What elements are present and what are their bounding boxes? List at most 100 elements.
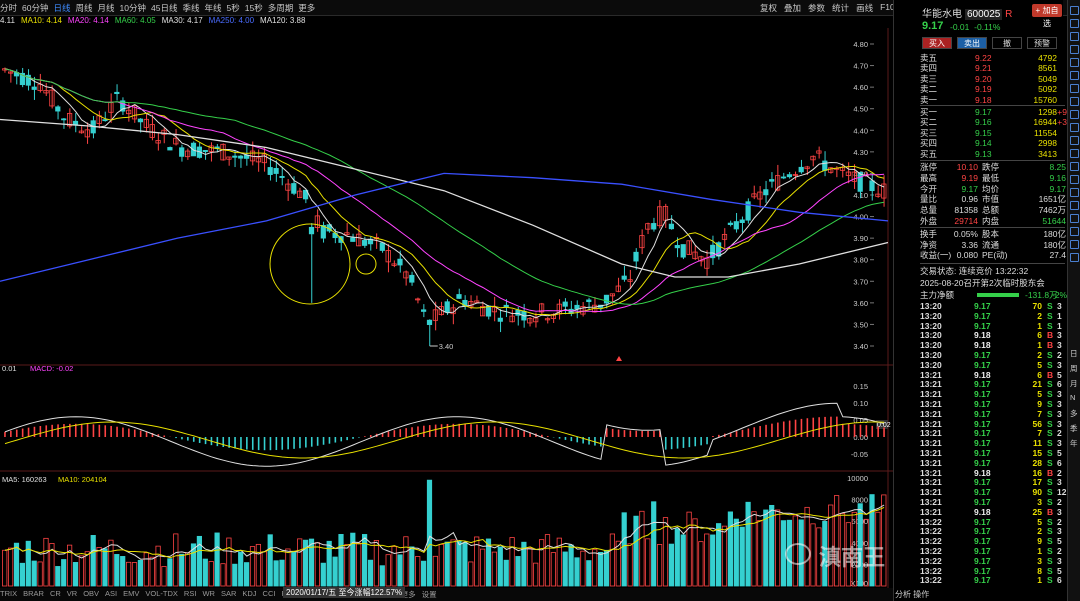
indicator-tab[interactable]: TRIX (0, 589, 18, 598)
period-tab[interactable]: 分时 (0, 3, 18, 13)
indicator-tab[interactable]: 设置 (421, 590, 437, 599)
ask-row[interactable]: 卖一 9.18 15760 (920, 95, 1065, 105)
candle-body (302, 189, 309, 200)
menu-item[interactable]: F10 (880, 2, 895, 12)
volume-bar (326, 540, 332, 587)
volume-bar (710, 534, 716, 587)
tool-icon[interactable] (1070, 214, 1079, 223)
menu-item[interactable]: 叠加 (784, 3, 802, 13)
indicator-tab[interactable]: WR (202, 589, 215, 598)
tool-icon[interactable] (1070, 58, 1079, 67)
volume-bar (155, 545, 161, 587)
bid-row[interactable]: 买二 9.16 16944 +3 (920, 117, 1067, 127)
period-tab[interactable]: 月线 (97, 3, 115, 13)
period-tab[interactable]: 5秒 (226, 3, 240, 13)
period-tab[interactable]: 多周期 (267, 3, 294, 13)
candle-body (763, 189, 769, 196)
tool-icon[interactable] (1070, 253, 1079, 262)
tool-icon[interactable] (1070, 84, 1079, 93)
indicator-tab[interactable]: OBV (83, 589, 100, 598)
bid-row[interactable]: 买五 9.13 3413 (920, 149, 1065, 159)
bid-row[interactable]: 买四 9.14 2998 (920, 138, 1065, 148)
tick-count: 6 (1057, 575, 1062, 586)
tool-icon[interactable] (1070, 32, 1079, 41)
notice-line[interactable]: 2025-08-20召开第2次临时股东会 (920, 278, 1070, 288)
bid-row[interactable]: 买一 9.17 1298 +9 (920, 107, 1067, 117)
indicator-tab[interactable]: BRAR (23, 589, 44, 598)
volume-bar (120, 556, 126, 587)
indicator-tab[interactable]: CCI (262, 589, 276, 598)
period-tab[interactable]: 60分钟 (22, 3, 49, 13)
alert-button[interactable]: 预警 (1027, 37, 1057, 49)
cancel-button[interactable]: 撤 (992, 37, 1022, 49)
sidebar-period[interactable]: 周 (1070, 364, 1078, 373)
indicator-tab[interactable]: CR (49, 589, 61, 598)
tool-icon[interactable] (1070, 227, 1079, 236)
menu-item[interactable]: 统计 (832, 3, 850, 13)
tool-icon[interactable] (1070, 175, 1079, 184)
sell-button[interactable]: 卖出 (957, 37, 987, 49)
tick-count: 2 (1057, 428, 1062, 439)
indicator-tab[interactable]: 更多 (400, 590, 416, 599)
ask-row[interactable]: 卖三 9.20 5049 (920, 74, 1065, 84)
ask-label: 卖五 (920, 53, 938, 63)
tool-icon[interactable] (1070, 6, 1079, 15)
volume-bar (733, 518, 739, 587)
sidebar-period[interactable]: 年 (1070, 439, 1078, 448)
ask-row[interactable]: 卖五 9.22 4792 (920, 53, 1065, 63)
tick-price: 9.17 (974, 438, 991, 449)
period-tab[interactable]: 周线 (75, 3, 93, 13)
buy-button[interactable]: 买入 (922, 37, 952, 49)
menu-item[interactable]: 参数 (808, 3, 826, 13)
indicator-tab[interactable]: SAR (220, 589, 237, 598)
tool-icon[interactable] (1070, 136, 1079, 145)
tool-icon[interactable] (1070, 71, 1079, 80)
period-tab[interactable]: 10分钟 (119, 3, 146, 13)
tick-time: 13:21 (920, 487, 942, 498)
tool-icon[interactable] (1070, 162, 1079, 171)
tool-icon[interactable] (1070, 45, 1079, 54)
menu-item[interactable]: 复权 (760, 3, 778, 13)
indicator-tab[interactable]: VR (66, 589, 78, 598)
indicator-tab[interactable]: KDJ (242, 589, 257, 598)
volume-bar (232, 563, 238, 587)
period-tab[interactable]: 更多 (298, 3, 316, 13)
tool-icon[interactable] (1070, 201, 1079, 210)
bid-row[interactable]: 买三 9.15 11554 (920, 128, 1065, 138)
tool-icon[interactable] (1070, 123, 1079, 132)
sidebar-period[interactable]: 月 (1070, 379, 1078, 388)
candle-body (361, 240, 368, 246)
indicator-tab[interactable]: VOL-TDX (145, 589, 178, 598)
tool-icon[interactable] (1070, 188, 1079, 197)
indicator-tab[interactable]: ASI (105, 589, 118, 598)
sidebar-period[interactable]: 多 (1070, 409, 1078, 418)
add-watchlist-button[interactable]: + 加自选 (1032, 4, 1062, 28)
volume-bar (190, 543, 197, 587)
period-tab[interactable]: 15秒 (244, 3, 263, 13)
period-tab[interactable]: 日线 (53, 3, 71, 13)
period-tab[interactable]: 年线 (204, 3, 222, 13)
menu-item[interactable]: 画线 (856, 3, 874, 13)
volume-bar (456, 540, 462, 587)
vol-ma10-line (4, 506, 885, 559)
tick-side: S (1047, 575, 1053, 586)
ask-row[interactable]: 卖四 9.21 8561 (920, 63, 1065, 73)
period-tab[interactable]: 季线 (182, 3, 200, 13)
period-tab[interactable]: 45日线 (151, 3, 178, 13)
tool-icon[interactable] (1070, 19, 1079, 28)
tick-price: 9.17 (974, 418, 991, 429)
sidebar-period[interactable]: 日 (1070, 349, 1078, 358)
indicator-tab[interactable]: EMV (123, 589, 140, 598)
indicator-tab[interactable]: RSI (183, 589, 197, 598)
kline-chart-area[interactable]: 4.804.704.604.504.404.304.204.104.003.90… (0, 28, 893, 601)
ask-row[interactable]: 卖二 9.19 5092 (920, 84, 1065, 94)
tool-icon[interactable] (1070, 110, 1079, 119)
tool-icon[interactable] (1070, 149, 1079, 158)
tool-icon[interactable] (1070, 97, 1079, 106)
kline-chart-svg[interactable]: 4.804.704.604.504.404.304.204.104.003.90… (0, 28, 893, 601)
sidebar-period[interactable]: 季 (1070, 424, 1078, 433)
sidebar-period[interactable]: N (1070, 393, 1076, 402)
net-flow: 主力净额 -131.8万 -2% (920, 290, 1070, 300)
tool-icon[interactable] (1070, 240, 1079, 249)
candle-body (403, 271, 409, 279)
